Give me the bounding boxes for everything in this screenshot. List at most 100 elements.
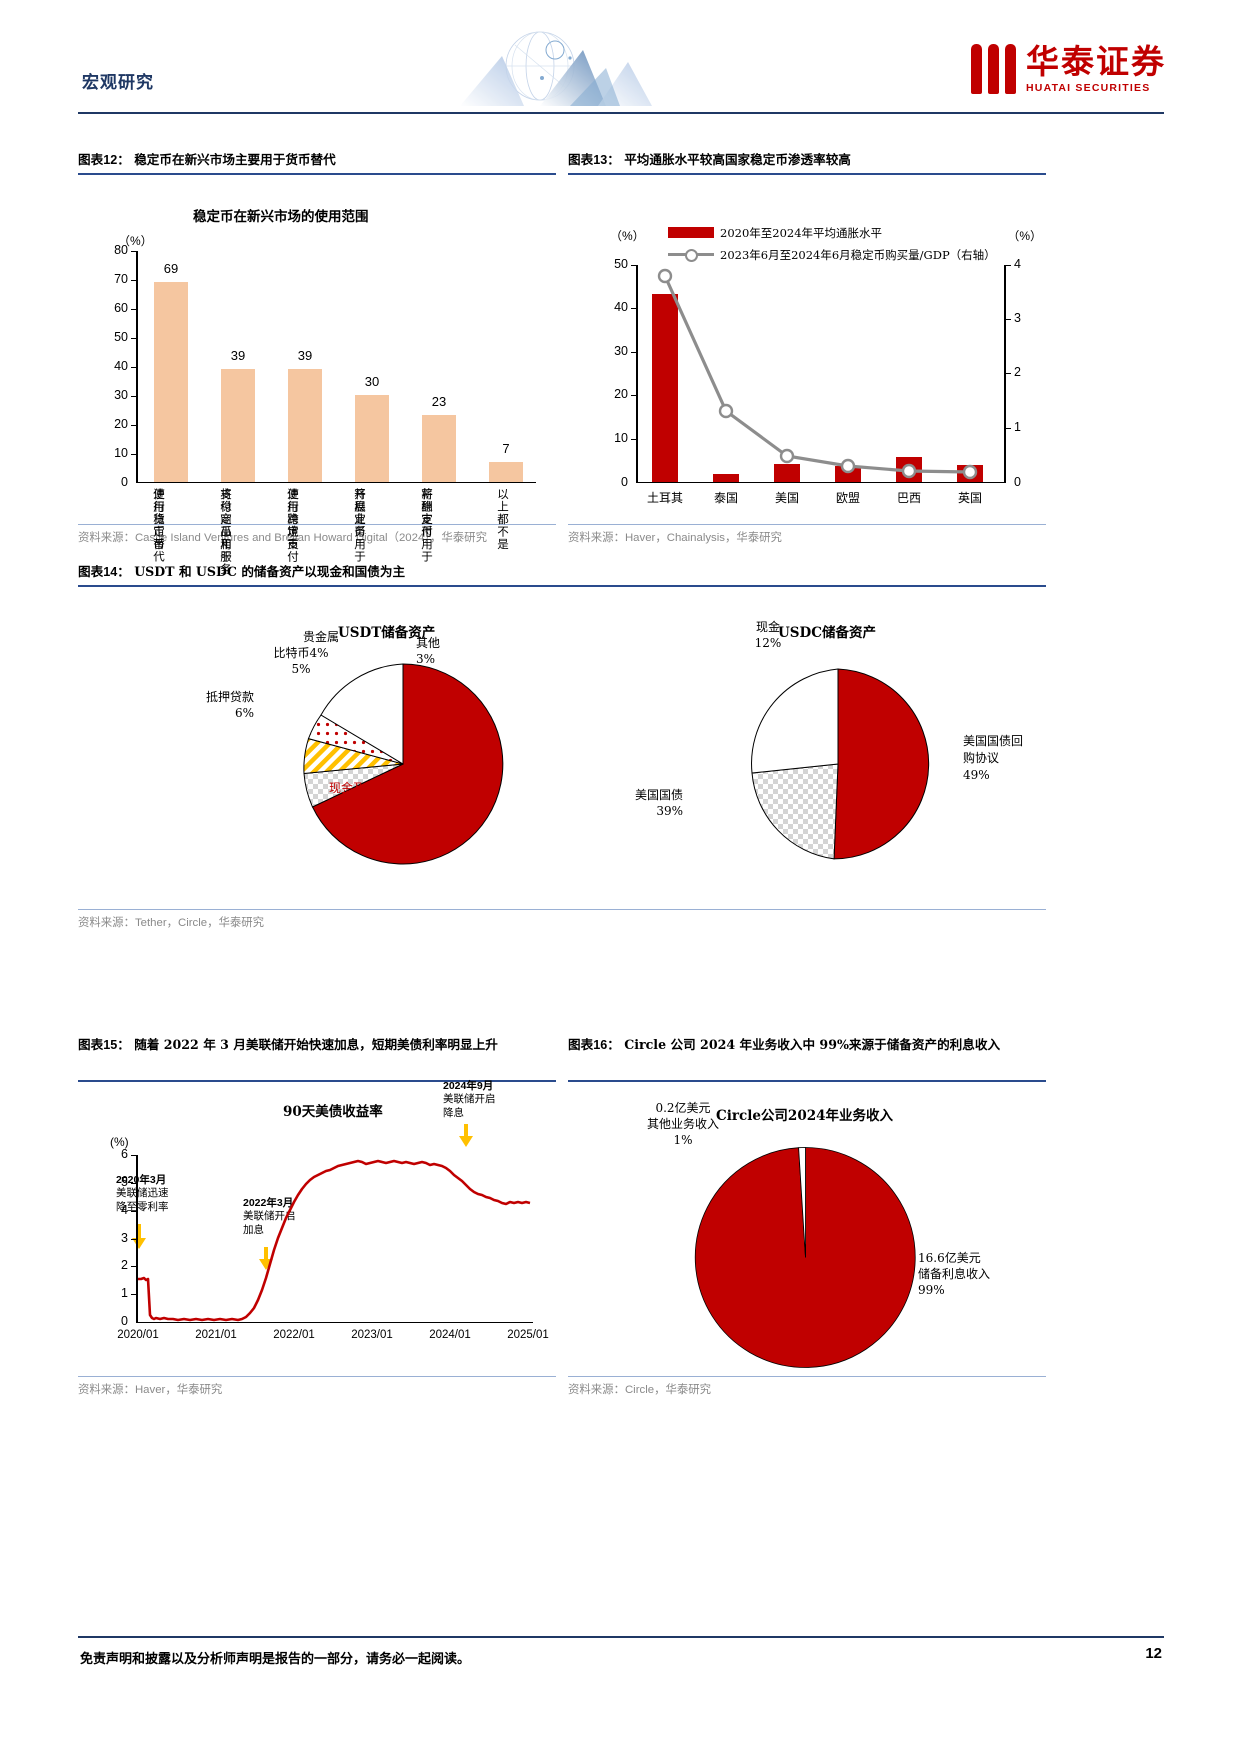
- exhibit-16-caption: 图表16： Circle 公司 2024 年业务收入中 99%来源于储备资产的利…: [568, 1035, 1046, 1080]
- chart15-xtick-0: 2020/01: [117, 1328, 159, 1341]
- usdc-label-cash-value: 12%: [754, 635, 782, 650]
- chart15-annotation-2-title: 2024年9月: [443, 1079, 494, 1092]
- exhibit-15-caption-rule: [78, 1080, 556, 1082]
- chart15-line-series: [138, 1159, 531, 1321]
- exhibit-15-chart: 90天美债收益率 (%) 2020年3月 美联储迅速 降至零利率 2022年3月…: [78, 1080, 556, 1372]
- usdc-label-cash-text: 现金: [755, 619, 780, 634]
- chart13-ytick-30: 30: [614, 343, 628, 358]
- circle-label-other-amount: 0.2亿美元: [655, 1100, 711, 1115]
- exhibit-13-title: 平均通胀水平较高国家稳定币渗透率较高: [624, 152, 851, 167]
- chart15-annotation-0-line1: 降至零利率: [116, 1200, 169, 1213]
- exhibit-14-title: USDT 和 USDC 的储备资产以现金和国债为主: [134, 564, 406, 579]
- chart13-ytick-40: 40: [614, 299, 628, 314]
- usdc-label-repo-text: 美国国债回 购协议: [963, 733, 1024, 765]
- chart12-ytick-70: 70: [114, 271, 128, 286]
- exhibit-16-title: Circle 公司 2024 年业务收入中 99%来源于储备资产的利息收入: [624, 1037, 1001, 1052]
- usdt-label-loans: 抵押贷款 6%: [158, 689, 254, 721]
- chart15-annotation-2: 2024年9月 美联储开启 降息: [443, 1080, 496, 1121]
- chart15-x-axis: [136, 1321, 533, 1324]
- exhibit-12-number: 图表12：: [78, 153, 130, 167]
- chart12-bar-5: [489, 461, 523, 482]
- chart15-annotation-2-line1: 降息: [443, 1106, 464, 1119]
- company-logo: 华泰证券 HUATAI SECURITIES: [971, 44, 1166, 94]
- chart15-annotation-1: 2022年3月 美联储开启 加息: [243, 1197, 296, 1238]
- usdt-label-metals: 贵金属: [303, 629, 339, 645]
- exhibit-12-chart: 稳定币在新兴市场的使用范围 （%） 80 70 60 50 40 30 20 1…: [78, 175, 556, 575]
- exhibit-13-chart: （%） （%） 2020年至2024年平均通胀水平 2023年6月至2024年6…: [568, 175, 1046, 520]
- chart15-annotation-0: 2020年3月 美联储迅速 降至零利率: [116, 1174, 169, 1215]
- usdt-pie-title: USDT储备资产: [338, 624, 436, 641]
- usdc-pie-chart: [751, 668, 930, 860]
- chart12-ytick-50: 50: [114, 329, 128, 344]
- chart15-ytick-3: 3: [121, 1230, 128, 1245]
- chart15-annotation-0-line0: 美联储迅速: [116, 1187, 169, 1200]
- exhibit-15-caption: 图表15： 随着 2022 年 3 月美联储开始快速加息，短期美债利率明显上升: [78, 1035, 556, 1080]
- chart13-legend-bar: 2020年至2024年平均通胀水平: [668, 225, 882, 241]
- circle-pie-title: Circle公司2024年业务收入: [716, 1107, 893, 1124]
- chart15-arrow-0: [132, 1237, 146, 1249]
- chart15-ytick-5: 5: [121, 1174, 128, 1189]
- usdc-label-treasury-value: 39%: [656, 803, 683, 818]
- chart13-y2tick-1: 1: [1014, 419, 1021, 434]
- exhibit-16-caption-rule: [568, 1080, 1046, 1082]
- usdt-label-btc-text: 比特币: [273, 645, 310, 660]
- chart13-ytick-10: 10: [614, 430, 628, 445]
- chart13-xlabel-1: 泰国: [713, 490, 738, 505]
- circle-label-other-desc: 其他业务收入: [646, 1116, 719, 1131]
- exhibit-12-caption: 图表12： 稳定币在新兴市场主要用于货币替代: [78, 150, 556, 173]
- chart12-value-5: 7: [502, 440, 510, 456]
- usdc-label-repo: 美国国债回 购协议 49%: [963, 733, 1073, 784]
- chart12-bar-1: [221, 368, 255, 482]
- exhibit-16-chart: Circle公司2024年业务收入 0.2亿美元 其他业务收入 1% 16.6亿…: [568, 1082, 1046, 1372]
- chart12-bar-3: [355, 394, 389, 482]
- exhibit-14-source: 资料来源：Tether，Circle，华泰研究: [78, 916, 265, 929]
- chart15-annotation-1-line0: 美联储开启: [243, 1210, 296, 1223]
- header-divider: [78, 112, 1164, 114]
- chart15-annotation-0-title: 2020年3月: [116, 1173, 167, 1186]
- page-header: 宏观研究 华泰证券 HUATAI SECURITIES: [0, 0, 1240, 115]
- chart13-y2tick-2: 2: [1014, 364, 1021, 379]
- exhibit-13: 图表13： 平均通胀水平较高国家稳定币渗透率较高 （%） （%） 2020年至2…: [568, 150, 1046, 546]
- chart15-unit: (%): [110, 1134, 129, 1149]
- exhibit-16-source: 资料来源：Circle，华泰研究: [568, 1383, 712, 1396]
- chart15-title: 90天美债收益率: [283, 1103, 383, 1120]
- chart13-legend-line-label: 2023年6月至2024年6月稳定币购买量/GDP（右轴）: [720, 247, 996, 262]
- usdt-label-cash-text: 现金及短期存款: [328, 780, 413, 795]
- chart15-xtick-4: 2024/01: [429, 1328, 471, 1341]
- usdt-pie-chart: [303, 663, 504, 865]
- exhibit-14-number: 图表14：: [78, 565, 130, 579]
- chart12-ytick-60: 60: [114, 300, 128, 315]
- chart15-y-axis: [136, 1154, 138, 1322]
- chart13-y-axis: [636, 264, 638, 483]
- chart12-ytick-20: 20: [114, 416, 128, 431]
- chart12-value-1: 39: [230, 347, 246, 363]
- chart13-xlabel-4: 巴西: [896, 490, 921, 505]
- circle-label-interest: 16.6亿美元 储备利息收入 99%: [918, 1250, 1058, 1298]
- chart13-unit-right: （%）: [1007, 228, 1042, 243]
- logo-text-en: HUATAI SECURITIES: [1026, 82, 1151, 94]
- exhibit-16-number: 图表16：: [568, 1038, 620, 1052]
- usdt-label-other-value: 3%: [416, 651, 436, 666]
- chart13-xlabel-5: 英国: [957, 490, 982, 505]
- chart15-ytick-1: 1: [121, 1285, 128, 1300]
- chart12-ytick-40: 40: [114, 358, 128, 373]
- chart12-title: 稳定币在新兴市场的使用范围: [193, 208, 369, 225]
- exhibit-14-caption: 图表14： USDT 和 USDC 的储备资产以现金和国债为主: [78, 562, 1046, 585]
- huatai-logo-mark: [971, 44, 1017, 94]
- chart12-ytick-10: 10: [114, 445, 128, 460]
- logo-text-cn: 华泰证券: [1026, 42, 1166, 81]
- usdt-label-loans-text: 抵押贷款: [205, 689, 254, 704]
- exhibit-13-number: 图表13：: [568, 153, 620, 167]
- chart12-bar-0: [154, 281, 188, 482]
- chart15-xtick-2: 2022/01: [273, 1328, 315, 1341]
- chart15-annotation-1-title: 2022年3月: [243, 1196, 294, 1209]
- circle-label-interest-amount: 16.6亿美元: [918, 1250, 981, 1265]
- chart13-y2-axis: [1004, 264, 1006, 483]
- exhibit-12-source-rule: [78, 523, 556, 525]
- exhibit-13-source-rule: [568, 523, 1046, 525]
- usdt-label-cash: 现金及短期存款 82%: [323, 780, 419, 814]
- chart13-xlabel-3: 欧盟: [835, 490, 860, 505]
- chart13-ytick-20: 20: [614, 386, 628, 401]
- usdt-label-loans-value: 6%: [234, 705, 254, 720]
- circle-label-other: 0.2亿美元 其他业务收入 1%: [618, 1100, 748, 1148]
